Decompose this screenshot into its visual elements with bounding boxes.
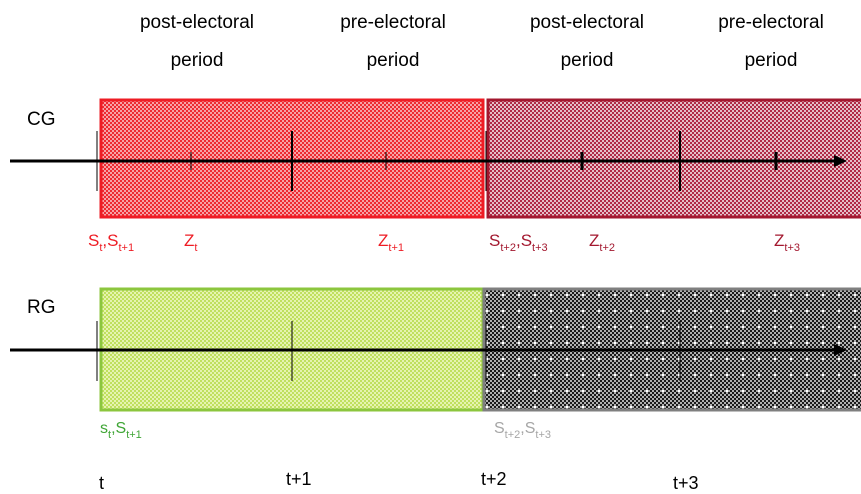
header-period-3: post-electoral period [502, 4, 672, 80]
row-label-rg: RG [27, 297, 56, 318]
cg-label-s-t2-s-t3: St+2,St+3 [489, 231, 548, 254]
tick-label-t3: t+3 [673, 473, 699, 493]
tick-label-t: t [99, 473, 105, 493]
rg-label-s-t-s-t1: st,St+1 [100, 420, 142, 441]
rg-axis-arrowhead [834, 344, 847, 356]
header-period-1: post-electoral period [112, 4, 282, 80]
cg-label-s-t-s-t1: St,St+1 [88, 231, 135, 254]
tick-label-t2: t+2 [481, 469, 507, 489]
cg-label-z-t3: Zt+3 [774, 231, 800, 254]
header-1-line2: period [170, 50, 224, 71]
header-2-line2: period [366, 50, 420, 71]
header-4-line1: pre-electoral [718, 12, 824, 33]
header-period-4: pre-electoral period [686, 4, 856, 80]
tick-label-t1: t+1 [286, 469, 312, 489]
cg-box-second-term [486, 98, 861, 219]
header-2-line1: pre-electoral [340, 12, 446, 33]
cg-label-z-t1: Zt+1 [378, 231, 404, 254]
header-3-line1: post-electoral [529, 12, 645, 33]
cg-label-z-t2: Zt+2 [589, 231, 615, 254]
header-4-line2: period [744, 50, 798, 71]
header-3-line2: period [560, 50, 614, 71]
rg-label-s-t2-s-t3: St+2,St+3 [494, 420, 552, 441]
header-period-2: pre-electoral period [308, 4, 478, 80]
cg-axis-arrowhead [834, 155, 847, 167]
row-label-cg: CG [27, 109, 56, 130]
cg-label-z-t: Zt [184, 231, 198, 254]
header-1-line1: post-electoral [139, 12, 255, 33]
